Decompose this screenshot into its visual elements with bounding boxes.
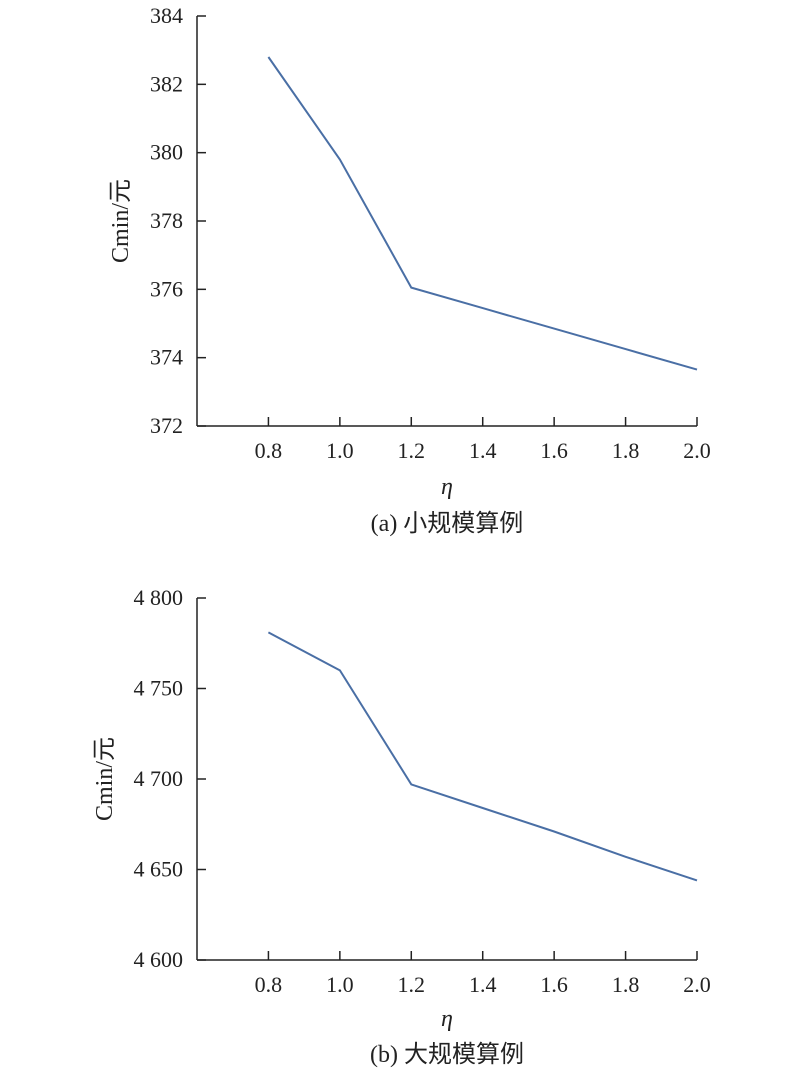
y-tick-label: 378	[150, 208, 183, 233]
x-tick-label: 2.0	[683, 438, 711, 463]
x-tick-label: 1.2	[398, 972, 426, 997]
y-tick-label: 384	[150, 3, 183, 28]
x-tick-label: 1.6	[540, 438, 568, 463]
chart-caption: (b) 大规模算例	[370, 1041, 524, 1068]
y-tick-label: 380	[150, 140, 183, 165]
y-tick-label: 4 750	[134, 676, 184, 701]
x-tick-label: 0.8	[255, 438, 283, 463]
y-tick-label: 4 800	[134, 585, 184, 610]
y-ticks: 4 600 4 650 4 700 4 750 4 800	[134, 585, 206, 972]
y-ticks: 372 374 376 378 380 382 384	[150, 3, 206, 438]
x-tick-label: 2.0	[683, 972, 711, 997]
x-tick-label: 1.0	[326, 438, 354, 463]
y-tick-label: 374	[150, 345, 183, 370]
x-axis-title: η	[441, 474, 453, 500]
x-ticks: 0.8 1.0 1.2 1.4 1.6 1.8 2.0	[255, 417, 711, 463]
x-tick-label: 1.8	[612, 438, 640, 463]
y-tick-label: 4 600	[134, 947, 184, 972]
y-tick-label: 382	[150, 71, 183, 96]
y-tick-label: 372	[150, 413, 183, 438]
x-tick-label: 1.4	[469, 438, 497, 463]
y-axis-title: Cmin/元	[92, 737, 118, 821]
x-tick-label: 1.4	[469, 972, 497, 997]
x-tick-label: 1.6	[540, 972, 568, 997]
chart-caption: (a) 小规模算例	[371, 510, 524, 537]
series-line-a	[267, 56, 698, 371]
x-tick-label: 1.0	[326, 972, 354, 997]
chart-large-scale: 4 600 4 650 4 700 4 750 4 800 0.8 1.0 1.2 1.4 1.…	[92, 585, 711, 1068]
series-line-b	[267, 631, 698, 882]
y-tick-label: 376	[150, 276, 183, 301]
y-axis-title: Cmin/元	[108, 179, 134, 263]
y-tick-label: 4 650	[134, 857, 184, 882]
x-ticks: 0.8 1.0 1.2 1.4 1.6 1.8 2.0	[255, 951, 711, 997]
x-axis-title: η	[441, 1006, 453, 1032]
chart-small-scale: 372 374 376 378 380 382 384 0.8 1.0 1.2 1.4 1.6 1.8…	[108, 3, 711, 537]
y-tick-label: 4 700	[134, 766, 184, 791]
x-tick-label: 1.8	[612, 972, 640, 997]
x-tick-label: 1.2	[398, 438, 426, 463]
x-tick-label: 0.8	[255, 972, 283, 997]
